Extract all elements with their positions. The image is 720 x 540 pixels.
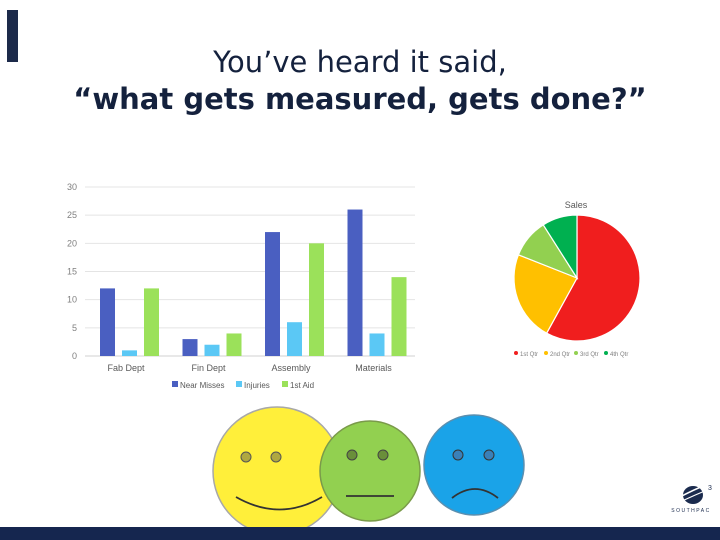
legend-swatch (514, 351, 518, 355)
y-tick-label: 15 (67, 267, 77, 277)
slide-title: You’ve heard it said, “what gets measure… (60, 44, 660, 118)
y-tick-label: 10 (67, 295, 77, 305)
legend-swatch (574, 351, 578, 355)
legend-label: 1st Qtr (520, 352, 538, 358)
footer-bar (0, 527, 720, 540)
y-tick-label: 20 (67, 238, 77, 248)
legend-swatch (172, 381, 178, 387)
bar-injuries (122, 350, 137, 356)
bar-chart-bars (100, 209, 407, 356)
bar-near-misses (182, 339, 198, 356)
pie-chart-title: Sales (565, 200, 588, 210)
bar-near-misses (100, 288, 115, 356)
legend-label: 4th Qtr (610, 352, 628, 358)
title-line-2: “what gets measured, gets done?” (73, 82, 647, 116)
legend-label: Injuries (244, 381, 270, 390)
legend-swatch (236, 381, 242, 387)
legend-label: 2nd Qtr (550, 352, 570, 358)
x-tick-label: Fin Dept (191, 363, 226, 373)
bar-near-misses (347, 209, 363, 356)
bar-1st-aid (144, 288, 159, 356)
bar-1st-aid (309, 243, 324, 356)
pie-chart-slices (513, 214, 641, 342)
legend-swatch (604, 351, 608, 355)
sad-face-icon (423, 414, 525, 516)
bar-injuries (204, 344, 220, 356)
y-tick-label: 5 (72, 323, 77, 333)
svg-text:3: 3 (708, 485, 712, 492)
legend-label: Near Misses (180, 381, 224, 390)
y-tick-label: 0 (72, 351, 77, 361)
accent-bar (7, 10, 18, 62)
bar-1st-aid (391, 277, 407, 356)
pie-slice-2nd-qtr (513, 254, 578, 335)
pie-slice-4th-qtr (542, 214, 578, 281)
y-tick-label: 30 (67, 182, 77, 192)
neutral-face-icon (319, 420, 421, 522)
bar-chart-labels: 0 5 10 15 20 25 30 Fab Dept Fin Dept Assembly Mate… (67, 182, 392, 373)
bar-injuries (369, 333, 385, 356)
bar-near-misses (265, 232, 280, 356)
pie-chart-legend: 1st Qtr 2nd Qtr 3rd Qtr 4th Qtr (514, 351, 628, 358)
title-line-1: You’ve heard it said, (213, 45, 507, 79)
bar-chart-legend: Near Misses Injuries 1st Aid (172, 381, 314, 390)
bar-1st-aid (226, 333, 242, 356)
legend-label: 1st Aid (290, 381, 314, 390)
pie-slice-1st-qtr (545, 214, 641, 342)
logo-text: SOUTHPAC (671, 508, 711, 514)
legend-swatch (282, 381, 288, 387)
x-tick-label: Assembly (271, 363, 311, 373)
x-tick-label: Fab Dept (107, 363, 145, 373)
y-tick-label: 25 (67, 210, 77, 220)
legend-swatch (544, 351, 548, 355)
legend-label: 3rd Qtr (580, 352, 599, 358)
x-tick-label: Materials (355, 363, 392, 373)
bar-injuries (287, 322, 302, 356)
